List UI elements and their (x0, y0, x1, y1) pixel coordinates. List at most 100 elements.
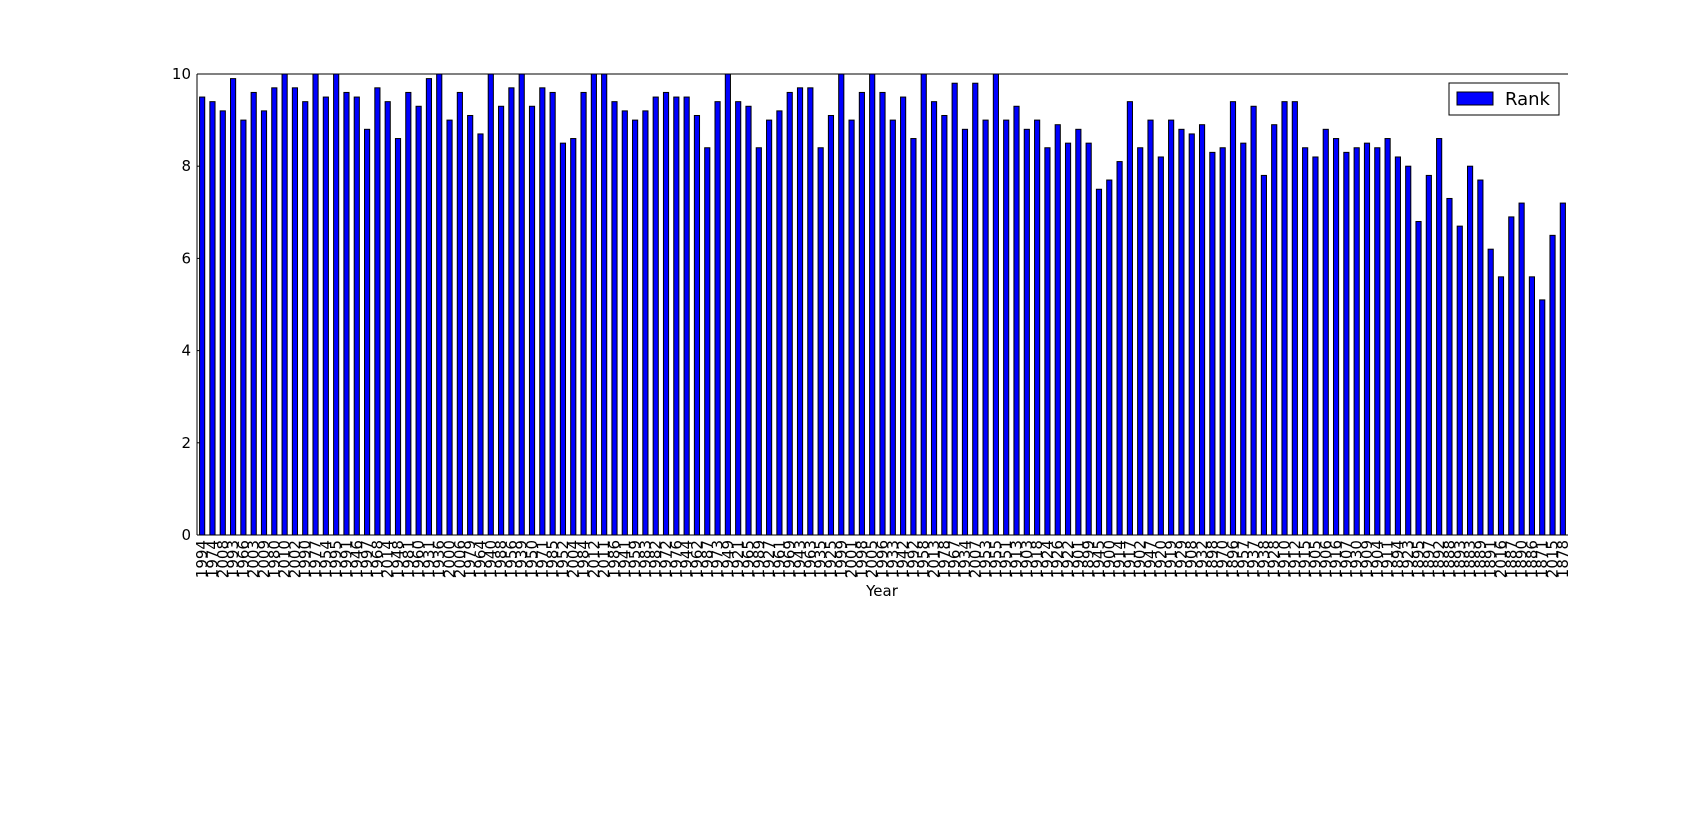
bar (1332, 138, 1340, 536)
bar (1219, 147, 1226, 536)
x-tick-label: 1956 (502, 540, 520, 578)
bar (456, 91, 463, 536)
bar (1394, 156, 1401, 536)
x-tick-label: 2011 (595, 540, 613, 578)
bar (291, 87, 299, 536)
x-tick-label: 2001 (843, 540, 861, 578)
x-tick-label: 1931 (420, 540, 438, 578)
bar (817, 147, 824, 536)
x-tick-label: 1937 (1245, 540, 1263, 578)
bar (632, 119, 639, 536)
x-tick-label: 2006 (451, 540, 469, 578)
bar (1518, 202, 1525, 536)
x-tick-label: 1988 (492, 540, 510, 578)
x-tick-label: 1973 (709, 540, 727, 578)
bar (879, 91, 886, 536)
bar (1425, 174, 1432, 536)
bar (662, 91, 670, 536)
x-tick-label: 2016 (1492, 540, 1510, 578)
x-tick-label: 1974 (203, 540, 221, 578)
x-tick-label: 1954 (317, 540, 335, 578)
bar (766, 119, 773, 536)
bar (1446, 197, 1453, 536)
x-tick-label: 2005 (863, 540, 881, 578)
x-tick-label: 1972 (657, 540, 675, 578)
bar (1539, 299, 1546, 536)
x-tick-label: 1894 (1389, 540, 1407, 578)
x-tick-label: 1923 (1399, 540, 1417, 578)
x-tick-label: 1979 (461, 540, 479, 578)
x-tick-label: 1912 (1286, 540, 1304, 578)
bar (920, 73, 927, 536)
x-tick-label: 1921 (729, 540, 747, 578)
bar (1044, 147, 1051, 536)
bar (807, 87, 814, 536)
bar (1559, 202, 1566, 536)
bar (704, 147, 711, 536)
bar (1250, 105, 1257, 536)
bar (642, 110, 649, 536)
x-tick-label: 1951 (997, 540, 1015, 578)
x-tick-label: 1952 (554, 540, 572, 578)
bar (1405, 165, 1412, 536)
bar (1240, 142, 1247, 536)
y-tick-label: 4 (181, 342, 191, 360)
bar (848, 119, 855, 536)
bar (271, 87, 278, 536)
x-tick-label: 1900 (1100, 540, 1118, 578)
x-tick-label: 1968 (368, 540, 386, 578)
bar (951, 82, 958, 536)
x-tick-label: 1981 (399, 540, 417, 578)
bar (1374, 147, 1381, 536)
x-tick-label: 1959 (626, 540, 644, 578)
bar (910, 138, 917, 536)
x-tick-label: 1903 (1018, 540, 1036, 578)
bar (972, 82, 979, 536)
bar (1157, 156, 1164, 536)
x-tick-label: 1902 (1131, 540, 1149, 578)
bar (1487, 248, 1494, 536)
bar (467, 114, 474, 536)
x-tick-label: 1958 (915, 540, 933, 578)
bar (1168, 119, 1175, 536)
bar (941, 114, 948, 536)
x-tick-label: 1963 (801, 540, 819, 578)
y-tick-label: 2 (181, 434, 191, 452)
bar (1281, 101, 1288, 536)
x-tick-label: 1941 (616, 540, 634, 578)
x-tick-label: 1871 (1533, 540, 1551, 578)
x-tick-label: 1978 (935, 540, 953, 578)
x-tick-label: 1889 (1471, 540, 1489, 578)
x-tick-label: 1892 (1430, 540, 1448, 578)
bar (1116, 161, 1123, 536)
bar (333, 73, 340, 536)
x-tick-label: 1957 (1234, 540, 1252, 578)
bar (683, 96, 690, 536)
x-tick-label: 1947 (1142, 540, 1160, 578)
x-tick-label: 1961 (770, 540, 788, 578)
bar (302, 101, 309, 536)
x-tick-label: 1929 (1172, 540, 1190, 578)
bar (487, 73, 494, 536)
x-tick-label: 1990 (296, 540, 314, 578)
bar (601, 73, 608, 536)
bar (611, 101, 618, 536)
bar (405, 91, 412, 536)
x-tick-label: 1926 (1049, 540, 1067, 578)
x-tick-label: 1976 (667, 540, 685, 578)
x-tick-label: 1930 (1348, 540, 1366, 578)
x-tick-label: 1924 (1038, 540, 1056, 578)
x-tick-label: 1995 (327, 540, 345, 578)
bar (1528, 276, 1535, 536)
x-tick-label: 1911 (1379, 540, 1397, 578)
x-tick-label: 1896 (1224, 540, 1242, 578)
x-tick-label: 2004 (564, 540, 582, 578)
bar (1085, 142, 1092, 536)
x-tick-label: 1977 (307, 540, 325, 578)
x-tick-label: 1936 (430, 540, 448, 578)
bar (776, 110, 783, 536)
x-tick-label: 1922 (1059, 540, 1077, 578)
bar (477, 133, 484, 536)
x-tick-label: 1984 (575, 540, 593, 578)
x-tick-label: 2014 (379, 540, 397, 578)
